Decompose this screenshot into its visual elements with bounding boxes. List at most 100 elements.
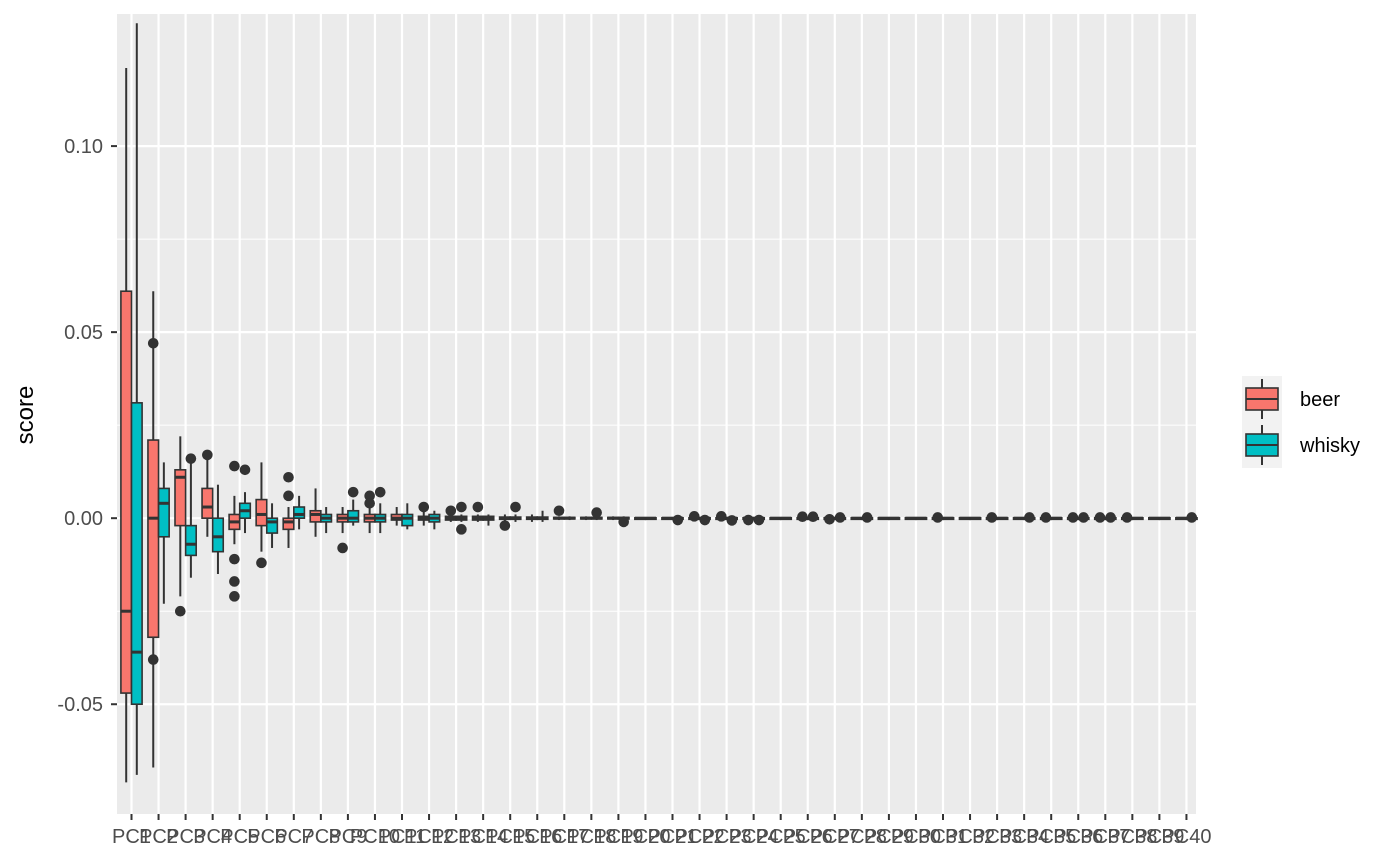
outlier-point (716, 511, 727, 522)
box-beer-PC37 (1093, 512, 1107, 523)
box-body (184, 524, 198, 557)
box-whisky-PC11 (401, 503, 414, 530)
outlier-point (618, 516, 629, 528)
box-whisky-PC22 (698, 514, 711, 526)
y-axis-title: score (12, 386, 39, 445)
box-beer-PC21 (661, 516, 674, 521)
box-beer-PC40 (1175, 516, 1188, 521)
box-body (211, 517, 225, 553)
box-beer-PC4 (201, 449, 214, 537)
legend-label: beer (1300, 389, 1340, 411)
x-tick-label: PC32 (945, 826, 995, 848)
box-beer-PC28 (850, 516, 863, 521)
x-tick-label: PC15 (485, 826, 535, 848)
box-whisky-PC18 (590, 507, 603, 521)
x-tick-label: PC17 (539, 826, 589, 848)
x-tick-label: PC18 (566, 826, 616, 848)
x-tick-label: PC13 (431, 826, 481, 848)
outlier-point (418, 501, 430, 513)
outlier-point (553, 505, 565, 517)
box-beer-PC34 (1012, 516, 1025, 521)
x-tick-label: PC37 (1080, 826, 1130, 848)
outlier-point (364, 498, 375, 509)
outlier-point (1040, 512, 1052, 523)
x-tick-label: PC28 (837, 826, 887, 848)
outlier-point (1121, 512, 1133, 523)
box-whisky-PC33 (996, 516, 1009, 521)
outlier-point (699, 514, 711, 526)
outlier-point (229, 576, 240, 587)
outlier-point (932, 512, 943, 523)
box-beer-PC22 (688, 511, 701, 522)
box-beer-PC33 (985, 512, 998, 523)
x-tick-label: PC7 (274, 826, 313, 848)
box-beer-PC12 (417, 501, 430, 526)
box-whisky-PC1 (130, 23, 143, 775)
outlier-point (185, 453, 197, 464)
x-tick-label: PC19 (593, 826, 643, 848)
box-beer-PC3 (174, 436, 187, 617)
box-beer-PC17 (552, 505, 566, 521)
box-whisky-PC4 (211, 484, 225, 574)
box-whisky-PC28 (861, 512, 874, 523)
box-whisky-PC9 (347, 486, 360, 526)
x-tick-label: PC33 (972, 826, 1022, 848)
y-tick-label: 0.05 (64, 322, 103, 344)
x-tick-label: PC38 (1107, 826, 1157, 848)
box-beer-PC7 (282, 471, 295, 548)
box-whisky-PC32 (969, 516, 982, 521)
outlier-point (510, 501, 521, 513)
box-layer (120, 23, 1198, 783)
outlier-point (283, 490, 294, 502)
outlier-point (175, 605, 186, 617)
panel-background (117, 14, 1196, 814)
box-beer-PC8 (309, 488, 322, 537)
x-tick-label: PC25 (756, 826, 806, 848)
box-whisky-PC3 (184, 453, 198, 578)
box-beer-PC36 (1066, 512, 1080, 523)
outlier-point (202, 449, 213, 461)
box-body (147, 439, 160, 639)
legend-item-beer: beer (1242, 376, 1340, 422)
x-tick-label: PC1 (112, 826, 151, 848)
legend-label: whisky (1299, 435, 1360, 457)
outlier-point (499, 520, 511, 531)
box-whisky-PC21 (671, 514, 684, 526)
x-tick-label: PC4 (193, 826, 232, 848)
x-tick-label: PC16 (512, 826, 562, 848)
box-beer-PC2 (147, 291, 160, 768)
x-tick-label: PC40 (1161, 826, 1211, 848)
x-tick-label: PC24 (729, 826, 779, 848)
outlier-point (743, 514, 754, 526)
x-tick-label: PC12 (404, 826, 454, 848)
box-whisky-PC5 (238, 464, 252, 534)
box-body (157, 487, 170, 538)
outlier-point (834, 512, 846, 523)
x-tick-label: PC6 (247, 826, 286, 848)
box-whisky-PC34 (1023, 512, 1036, 523)
box-whisky-PC20 (644, 516, 657, 521)
outlier-point (797, 511, 808, 522)
y-tick-label: -0.05 (57, 694, 103, 716)
box-whisky-PC27 (833, 512, 847, 523)
box-beer-PC39 (1148, 516, 1161, 521)
box-beer-PC23 (715, 511, 728, 522)
outlier-point (824, 514, 835, 525)
box-whisky-PC16 (536, 510, 549, 522)
outlier-point (347, 486, 359, 498)
legend: beer whisky (1242, 376, 1360, 468)
box-beer-PC32 (958, 516, 971, 521)
box-whisky-PC8 (320, 507, 333, 534)
outlier-point (472, 501, 484, 513)
box-beer-PC16 (525, 514, 539, 522)
x-tick-label: PC34 (999, 826, 1049, 848)
box-whisky-PC29 (888, 516, 901, 521)
outlier-point (456, 501, 467, 513)
x-tick-label: PC35 (1026, 826, 1076, 848)
outlier-point (807, 511, 819, 522)
outlier-point (591, 507, 602, 518)
x-tick-label: PC10 (350, 826, 400, 848)
x-tick-label: PC3 (166, 826, 205, 848)
box-whisky-PC15 (509, 501, 522, 522)
